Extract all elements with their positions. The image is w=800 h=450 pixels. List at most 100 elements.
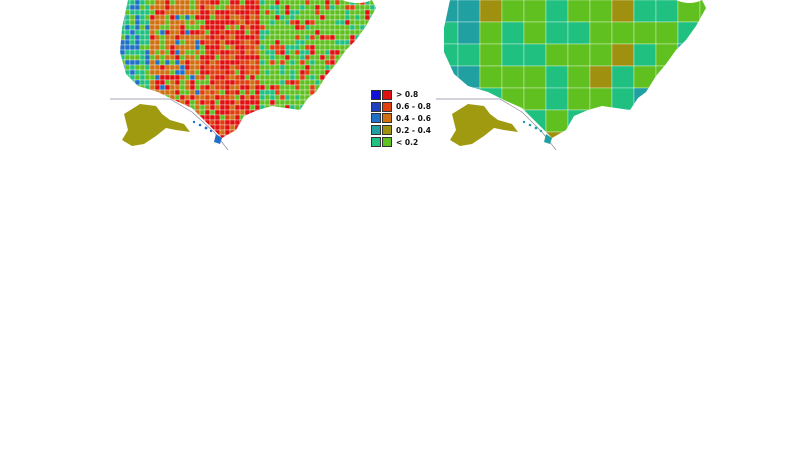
county-cell xyxy=(304,84,311,91)
county-cell xyxy=(199,44,206,51)
county-cell xyxy=(124,59,131,66)
county-cell xyxy=(189,84,196,91)
county-cell xyxy=(139,19,146,26)
county-cell xyxy=(129,29,136,36)
county-cell xyxy=(269,0,276,6)
county-cell xyxy=(199,14,206,21)
county-cell xyxy=(164,9,171,16)
county-cell xyxy=(164,24,171,31)
county-cell xyxy=(154,59,161,66)
county-cell xyxy=(244,4,251,11)
county-cell xyxy=(304,79,311,86)
county-cell xyxy=(149,54,156,61)
county-cell xyxy=(239,39,246,46)
county-cell xyxy=(334,19,341,26)
county-cell xyxy=(129,9,136,16)
county-cell xyxy=(334,9,341,16)
county-cell xyxy=(289,79,296,86)
county-cell xyxy=(274,34,281,41)
county-cell xyxy=(144,59,151,66)
county-cell xyxy=(324,44,331,51)
county-cell xyxy=(567,21,591,45)
county-cell xyxy=(334,34,341,41)
county-cell xyxy=(144,34,151,41)
county-cell xyxy=(219,0,226,6)
county-cell xyxy=(134,9,141,16)
county-cell xyxy=(304,19,311,26)
county-cell xyxy=(144,79,151,86)
county-cell xyxy=(259,0,266,6)
county-cell xyxy=(214,49,221,56)
county-cell xyxy=(144,19,151,26)
county-cell xyxy=(249,74,256,81)
county-cell xyxy=(239,59,246,66)
county-cell xyxy=(159,64,166,71)
county-cell xyxy=(194,89,201,96)
county-cell xyxy=(299,79,306,86)
county-cell xyxy=(294,64,301,71)
county-cell xyxy=(294,44,301,51)
county-cell xyxy=(249,49,256,56)
county-cell xyxy=(309,9,316,16)
county-cell xyxy=(249,29,256,36)
county-cell xyxy=(269,59,276,66)
county-cell xyxy=(279,89,286,96)
county-cell xyxy=(224,54,231,61)
county-cell xyxy=(254,104,261,111)
county-cell xyxy=(204,54,211,61)
county-cell xyxy=(149,19,156,26)
county-cell xyxy=(169,84,176,91)
legend-swatch-blue xyxy=(371,113,381,124)
county-cell xyxy=(264,14,271,21)
county-cell xyxy=(329,9,336,16)
county-cell xyxy=(299,19,306,26)
county-cell xyxy=(239,64,246,71)
county-cell xyxy=(174,64,181,71)
county-cell xyxy=(254,9,261,16)
county-cell xyxy=(224,34,231,41)
county-cell xyxy=(134,19,141,26)
county-cell xyxy=(219,54,226,61)
county-cell xyxy=(134,44,141,51)
county-cell xyxy=(284,29,291,36)
county-cell xyxy=(154,34,161,41)
county-cell xyxy=(194,99,201,106)
county-cell xyxy=(209,49,216,56)
county-cell xyxy=(294,49,301,56)
county-cell xyxy=(229,24,236,31)
county-cell xyxy=(149,59,156,66)
county-cell xyxy=(174,39,181,46)
county-cell xyxy=(169,39,176,46)
county-cell xyxy=(259,44,266,51)
county-cell xyxy=(149,74,156,81)
county-cell xyxy=(239,14,246,21)
county-cell xyxy=(159,9,166,16)
legend-item: < 0.2 xyxy=(371,136,431,148)
county-cell xyxy=(294,104,301,111)
county-cell xyxy=(249,4,256,11)
county-cell xyxy=(194,54,201,61)
county-cell xyxy=(189,94,196,101)
county-cell xyxy=(199,34,206,41)
county-cell xyxy=(589,65,613,89)
county-cell xyxy=(334,14,341,21)
county-cell xyxy=(224,84,231,91)
county-cell xyxy=(249,99,256,106)
county-cell xyxy=(274,54,281,61)
county-cell xyxy=(309,74,316,81)
county-cell xyxy=(244,49,251,56)
county-cell xyxy=(124,49,131,56)
county-cell xyxy=(214,9,221,16)
county-cell xyxy=(299,94,306,101)
county-cell xyxy=(289,54,296,61)
county-cell xyxy=(264,39,271,46)
county-cell xyxy=(309,54,316,61)
county-cell xyxy=(179,0,186,6)
county-cell xyxy=(149,14,156,21)
county-cell xyxy=(224,44,231,51)
county-cell xyxy=(159,44,166,51)
county-cell xyxy=(254,0,261,6)
county-cell xyxy=(339,39,346,46)
county-cell xyxy=(184,99,191,106)
county-cell xyxy=(164,84,171,91)
